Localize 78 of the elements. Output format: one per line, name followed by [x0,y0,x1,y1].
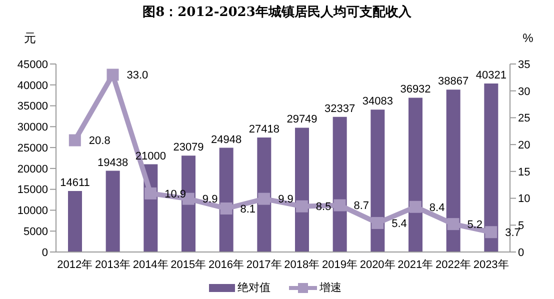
chart-title: 图8：2012-2023年城镇居民人均可支配收入 [142,4,412,22]
x-tick-label: 2017年 [246,258,282,271]
y2-axis-title: % [522,31,534,45]
data-label: 8.4 [429,202,445,214]
data-label: 34083 [362,96,393,108]
data-label: 24948 [211,134,242,146]
data-label: 10.9 [164,188,186,200]
point [296,200,308,212]
y2-tick-label: 25 [518,112,530,125]
bar [332,116,347,252]
x-tick-label: 2014年 [132,258,168,271]
point [372,216,384,229]
legend-label: 增速 [318,281,342,295]
x-tick-label: 2020年 [360,258,396,271]
data-label: 9.9 [278,194,294,206]
data-label: 36932 [400,84,431,96]
bar [68,190,82,252]
x-tick-label: 2016年 [208,258,244,271]
x-tick-label: 2022年 [436,258,471,271]
y2-tick-label: 5 [518,220,524,232]
point [409,200,422,213]
y-tick-label: 20000 [17,163,48,176]
x-tick-label: 2019年 [322,258,358,271]
data-label: 8.1 [240,203,256,216]
data-label: 3.7 [505,227,520,240]
data-label: 20.8 [88,135,110,148]
x-tick-label: 2012年 [57,258,93,271]
y2-tick-label: 30 [518,86,530,98]
data-label: 27418 [248,123,280,136]
bar [106,170,120,252]
y2-tick-label: 20 [518,139,530,152]
y-tick-label: 40000 [17,80,48,92]
point [68,134,81,146]
y2-tick-label: 10 [518,193,530,206]
bar [370,110,385,252]
bar [408,98,422,252]
y-tick-label: 25000 [17,142,48,154]
data-label: 5.2 [467,218,483,231]
x-tick-label: 2015年 [170,258,206,271]
data-label: 8.7 [354,200,370,212]
data-label: 8.5 [316,201,332,214]
data-label: 9.9 [202,194,218,206]
point [220,202,232,214]
data-label: 23079 [173,142,204,154]
data-label: 19438 [98,156,128,169]
bar [295,128,309,252]
data-label: 38867 [438,76,469,88]
data-label: 29749 [286,114,318,126]
data-label: 32337 [324,102,356,115]
data-label: 5.4 [392,218,407,230]
point [144,187,157,200]
y2-tick-label: 0 [518,246,524,259]
y-tick-label: 10000 [17,205,48,218]
x-tick-label: 2023年 [473,258,509,271]
data-label: 33.0 [126,70,148,82]
data-label: 40321 [476,70,506,82]
y-tick-label: 30000 [17,122,48,134]
bar [446,90,460,252]
y-tick-label: 45000 [17,58,48,71]
point [106,68,119,81]
data-label: 21000 [135,150,166,162]
x-tick-label: 2021年 [398,258,434,271]
point [485,226,498,238]
y-axis-title: 元 [24,31,36,45]
y-tick-label: 5000 [24,226,48,238]
y2-tick-label: 35 [518,58,530,71]
y-tick-label: 15000 [17,184,48,196]
legend-label: 绝对值 [236,281,270,295]
x-tick-label: 2018年 [284,258,320,271]
y2-tick-label: 15 [518,166,530,178]
bar [484,84,498,252]
x-tick-label: 2013年 [95,258,130,271]
y-tick-label: 0 [42,246,48,259]
y-tick-label: 35000 [17,100,48,113]
point [334,199,346,212]
point [447,218,460,230]
point [258,192,270,205]
data-label: 14611 [60,176,90,189]
